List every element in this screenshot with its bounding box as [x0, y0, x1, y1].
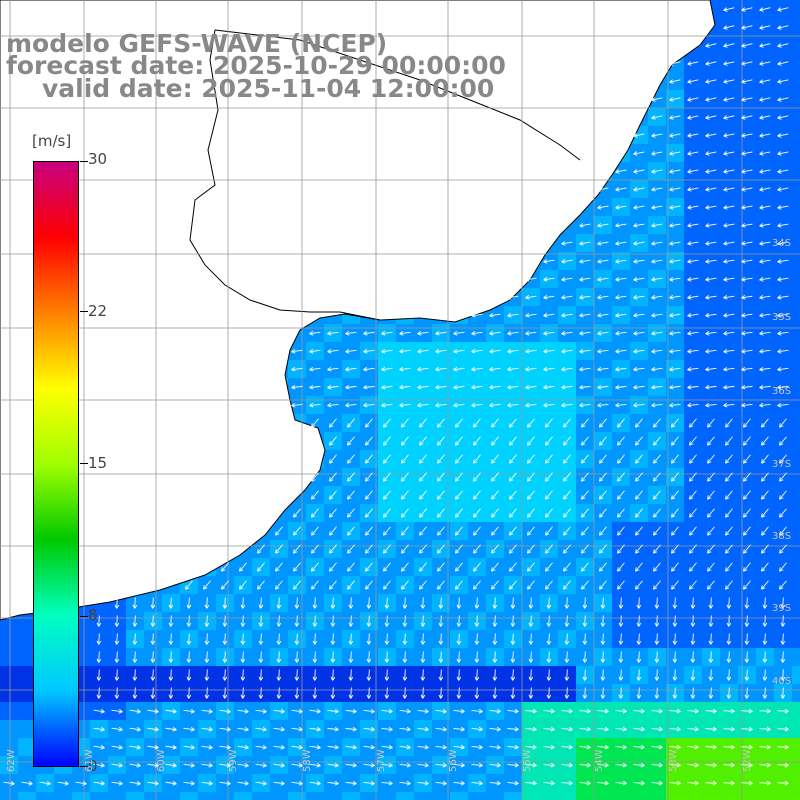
ocean-cell [792, 792, 800, 800]
ocean-cell [792, 306, 800, 324]
ocean-cell [792, 198, 800, 216]
ocean-cell [666, 792, 684, 800]
ocean-cell [792, 558, 800, 576]
ocean-cell [252, 792, 270, 800]
ocean-cell [450, 792, 468, 800]
ocean-cell [414, 792, 432, 800]
ocean-cell [126, 792, 144, 800]
ocean-cell [396, 792, 414, 800]
ocean-cell [792, 648, 800, 666]
ocean-cell [504, 792, 522, 800]
ocean-cell [234, 792, 252, 800]
ocean-cell [144, 792, 162, 800]
ocean-cell [630, 792, 648, 800]
ocean-cell [792, 522, 800, 540]
ocean-cell [792, 396, 800, 414]
ocean-cell [288, 792, 306, 800]
ocean-cell [792, 540, 800, 558]
ocean-cell [792, 414, 800, 432]
ocean-cell [486, 792, 504, 800]
ocean-cell [0, 684, 18, 702]
ocean-cell [792, 378, 800, 396]
ocean-cell [648, 792, 666, 800]
ocean-cell [792, 36, 800, 54]
ocean-cell [792, 486, 800, 504]
ocean-cell [270, 792, 288, 800]
ocean-cell [774, 792, 792, 800]
ocean-cell [792, 162, 800, 180]
ocean-cell [792, 0, 800, 18]
ocean-cell [594, 792, 612, 800]
ocean-cell [792, 126, 800, 144]
ocean-cell [792, 576, 800, 594]
ocean-cell [0, 630, 18, 648]
ocean-cell [756, 792, 774, 800]
ocean-cell [792, 54, 800, 72]
ocean-cell [540, 792, 558, 800]
ocean-cell [18, 648, 36, 666]
ocean-cell [468, 792, 486, 800]
ocean-cell [792, 18, 800, 36]
ocean-cell [792, 738, 800, 756]
ocean-cell [702, 792, 720, 800]
ocean-cell [792, 180, 800, 198]
ocean-cell [0, 702, 18, 720]
ocean-cell [612, 792, 630, 800]
ocean-cell [792, 666, 800, 684]
ocean-cell [792, 234, 800, 252]
ocean-cell [0, 648, 18, 666]
ocean-cell [18, 666, 36, 684]
ocean-cell [792, 342, 800, 360]
ocean-cell [720, 792, 738, 800]
ocean-cell [792, 216, 800, 234]
ocean-cell [792, 360, 800, 378]
ocean-cell [792, 594, 800, 612]
ocean-cell [324, 792, 342, 800]
ocean-cell [0, 666, 18, 684]
ocean-cell [792, 630, 800, 648]
ocean-cell [792, 432, 800, 450]
ocean-cell [216, 792, 234, 800]
ocean-cell [378, 792, 396, 800]
ocean-cell [792, 684, 800, 702]
ocean-cell [684, 792, 702, 800]
ocean-cell [792, 612, 800, 630]
ocean-cell [738, 792, 756, 800]
ocean-cell [18, 702, 36, 720]
ocean-cell [792, 720, 800, 738]
ocean-cell [18, 630, 36, 648]
ocean-cell [792, 90, 800, 108]
ocean-cell [792, 288, 800, 306]
ocean-cell [198, 792, 216, 800]
ocean-cell [18, 612, 36, 630]
ocean-cell [180, 792, 198, 800]
ocean-cell [558, 792, 576, 800]
ocean-cell [522, 792, 540, 800]
ocean-cell [792, 270, 800, 288]
ocean-cell [792, 324, 800, 342]
ocean-cell [792, 756, 800, 774]
ocean-cell [792, 72, 800, 90]
ocean-cell [792, 504, 800, 522]
ocean-cell [360, 792, 378, 800]
ocean-cell [306, 792, 324, 800]
ocean-cell [18, 684, 36, 702]
ocean-cell [792, 450, 800, 468]
ocean-cell [792, 468, 800, 486]
ocean-cell [792, 774, 800, 792]
ocean-cell [792, 144, 800, 162]
ocean-cell [792, 702, 800, 720]
ocean-cell [576, 792, 594, 800]
ocean-cell [342, 792, 360, 800]
ocean-cell [792, 108, 800, 126]
ocean-cell [432, 792, 450, 800]
ocean-cell [162, 792, 180, 800]
ocean-cell [792, 252, 800, 270]
